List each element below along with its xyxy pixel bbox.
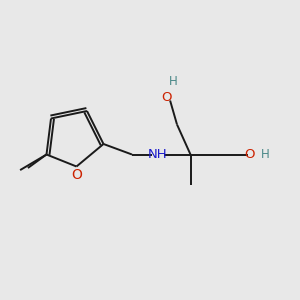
Text: H: H xyxy=(169,75,178,88)
Text: O: O xyxy=(161,91,172,104)
Text: O: O xyxy=(71,168,82,182)
Text: O: O xyxy=(244,148,254,161)
Text: NH: NH xyxy=(148,148,167,161)
Text: H: H xyxy=(261,148,270,161)
